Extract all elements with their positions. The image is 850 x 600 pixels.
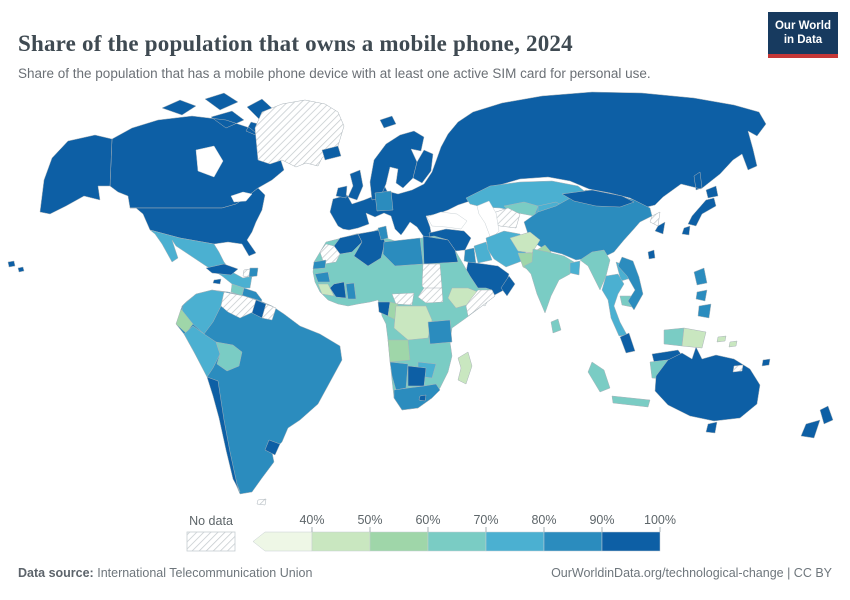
country-chile[interactable] — [206, 376, 241, 493]
country-tunisia[interactable] — [377, 225, 389, 241]
country-south-africa[interactable] — [393, 383, 441, 411]
country-uruguay[interactable] — [264, 439, 281, 456]
legend-tick-100: 100% — [644, 513, 676, 527]
country-ireland[interactable] — [335, 185, 348, 199]
legend-tick-60: 60% — [415, 513, 440, 527]
legend-bin-70-80[interactable] — [485, 531, 545, 552]
country-south-korea[interactable] — [654, 221, 666, 235]
country-cuba[interactable] — [205, 263, 239, 276]
legend-tick-90: 90% — [589, 513, 614, 527]
country-vietnam[interactable] — [617, 256, 644, 311]
legend-tick-40: 40% — [299, 513, 324, 527]
country-germany[interactable] — [374, 190, 394, 212]
black-sea — [426, 211, 468, 230]
country-south-sudan[interactable] — [417, 287, 444, 304]
country-madagascar[interactable] — [457, 351, 473, 385]
world-map — [7, 91, 834, 506]
country-thailand[interactable] — [601, 273, 628, 337]
country-iceland[interactable] — [321, 145, 342, 161]
footer-datasource-label: Data source: — [18, 566, 94, 580]
country-norway-sweden[interactable] — [369, 130, 425, 201]
legend-bin-lt40[interactable] — [252, 531, 313, 552]
legend-tick-70: 70% — [473, 513, 498, 527]
country-fiji[interactable] — [761, 358, 771, 367]
chart-subtitle: Share of the population that has a mobil… — [18, 65, 651, 81]
country-india[interactable] — [523, 248, 575, 314]
legend-bin-50-60[interactable] — [369, 531, 429, 552]
country-suriname[interactable] — [261, 303, 277, 321]
legend-bin-80-90[interactable] — [543, 531, 603, 552]
legend-bin-90-100[interactable] — [601, 531, 661, 552]
country-bolivia[interactable] — [215, 341, 243, 372]
country-libya[interactable] — [382, 237, 424, 267]
legend-no-data-swatch[interactable] — [186, 531, 236, 552]
legend-bin-60-70[interactable] — [427, 531, 487, 552]
country-cote-divoire[interactable] — [329, 281, 347, 299]
legend-tick-50: 50% — [357, 513, 382, 527]
country-dr-congo[interactable] — [393, 305, 433, 341]
footer: Data source: International Telecommunica… — [18, 566, 832, 580]
footer-credit[interactable]: OurWorldinData.org/technological-change … — [551, 566, 832, 580]
footer-datasource: Data source: International Telecommunica… — [18, 566, 312, 580]
country-philippines[interactable] — [693, 267, 712, 319]
country-sierra-leone-liberia[interactable] — [317, 283, 335, 297]
country-solomon-islands[interactable] — [716, 335, 738, 348]
country-afghanistan[interactable] — [509, 231, 541, 254]
country-papua-new-guinea[interactable] — [681, 327, 707, 349]
hudson-bay — [195, 145, 224, 178]
country-dominican-republic[interactable] — [248, 267, 259, 278]
country-somalia[interactable] — [465, 289, 496, 317]
country-oman[interactable] — [500, 275, 516, 297]
country-svalbard[interactable] — [379, 115, 397, 129]
country-angola[interactable] — [387, 339, 411, 363]
country-jamaica[interactable] — [212, 278, 222, 285]
country-lesotho[interactable] — [418, 394, 427, 402]
map-legend: No data 40% 50% 60% 70% 80% 90% 100% — [186, 513, 676, 552]
country-mongolia[interactable] — [561, 189, 635, 208]
owid-logo[interactable]: Our World in Data — [768, 12, 838, 58]
legend-tick-80: 80% — [531, 513, 556, 527]
country-russia-europe[interactable] — [329, 91, 767, 244]
country-tanzania[interactable] — [427, 319, 453, 345]
country-new-zealand[interactable] — [800, 405, 834, 439]
country-guinea[interactable] — [314, 271, 331, 283]
country-alaska-united-states[interactable] — [39, 134, 113, 215]
country-central-african-republic[interactable] — [391, 292, 415, 306]
country-taiwan[interactable] — [647, 249, 656, 260]
country-ecuador[interactable] — [175, 308, 194, 334]
country-greenland[interactable] — [254, 99, 345, 168]
legend-bin-40-50[interactable] — [311, 531, 371, 552]
great-lakes — [230, 191, 253, 203]
country-new-caledonia[interactable] — [732, 364, 744, 373]
page-title: Share of the population that owns a mobi… — [18, 31, 573, 57]
country-united-kingdom[interactable] — [347, 169, 364, 201]
country-egypt[interactable] — [422, 235, 459, 265]
owid-logo-line1: Our World — [774, 20, 831, 32]
country-australia[interactable] — [654, 346, 761, 434]
owid-logo-line2: in Data — [783, 34, 823, 47]
footer-datasource-value: International Telecommunication Union — [97, 566, 313, 580]
country-jordan-levant[interactable] — [463, 247, 477, 265]
country-botswana[interactable] — [407, 365, 427, 387]
country-finland[interactable] — [412, 149, 434, 184]
country-bangladesh[interactable] — [569, 260, 581, 276]
country-sri-lanka[interactable] — [550, 318, 562, 334]
country-venezuela[interactable] — [220, 291, 257, 319]
legend-no-data-label: No data — [189, 514, 233, 528]
country-ghana[interactable] — [345, 282, 357, 300]
country-falkland-islands[interactable] — [256, 498, 267, 506]
country-japan[interactable] — [681, 185, 719, 236]
country-senegal[interactable] — [312, 259, 327, 270]
